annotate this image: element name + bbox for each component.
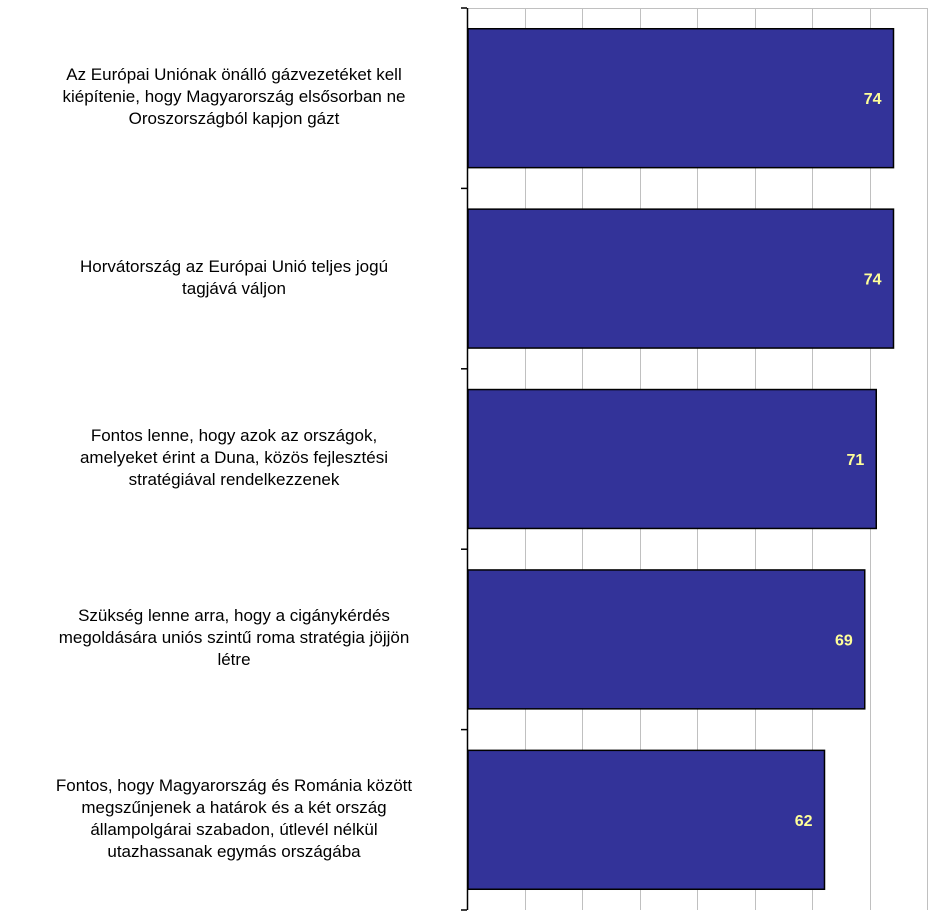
bar — [467, 569, 866, 710]
bars — [467, 27, 895, 891]
category-label: Fontos lenne, hogy azok az országok, amel… — [0, 425, 468, 491]
data-label: 69 — [835, 632, 853, 649]
bar — [467, 27, 895, 169]
category-label-line: Horvátország az Európai Unió teljes jogú — [79, 256, 389, 276]
category-label-line: amelyeket érint a Duna, közös fejlesztés… — [79, 448, 389, 467]
value-labels: 74 74 71 69 62 — [795, 91, 882, 830]
category-label-line: tagjává váljon — [182, 278, 286, 298]
category-label-line: Az Európai Uniónak önálló gázvezetéket k… — [66, 65, 402, 85]
category-label-line: Fontos, hogy Magyarország és Románia köz… — [55, 775, 413, 795]
data-label: 74 — [864, 91, 882, 108]
category-axis — [461, 7, 927, 911]
category-label-line: Oroszországból kapjon gázt — [128, 109, 340, 129]
category-label: Fontos, hogy Magyarország és Románia köz… — [0, 775, 468, 863]
category-label: Szükség lenne arra, hogy a cigánykérdés m… — [0, 605, 468, 671]
category-label-line: megszűnjenek a határok és a két ország — [81, 797, 387, 817]
category-label: Az Európai Uniónak önálló gázvezetéket k… — [0, 64, 468, 130]
category-label-line: megoldására uniós szintű roma stratégia … — [58, 628, 410, 648]
category-label-line: kiépítenie, hogy Magyarország elsősorban… — [62, 87, 406, 107]
bar — [467, 388, 877, 530]
category-label-line: Fontos lenne, hogy azok az országok, — [90, 426, 378, 445]
category-label-line: utazhassanak egymás országába — [107, 841, 361, 861]
category-label: Horvátország az Európai Unió teljes jogú… — [0, 256, 468, 300]
data-label: 74 — [864, 272, 882, 289]
data-label: 62 — [795, 813, 813, 830]
category-label-line: létre — [217, 650, 251, 670]
category-label-line: Szükség lenne arra, hogy a cigánykérdés — [78, 606, 390, 626]
bar — [467, 749, 826, 891]
category-label-line: állampolgárai szabadon, útlevél nélkül — [90, 819, 378, 839]
data-label: 71 — [846, 452, 864, 469]
bar — [467, 208, 895, 349]
category-label-line: stratégiával rendelkezzenek — [128, 470, 340, 489]
